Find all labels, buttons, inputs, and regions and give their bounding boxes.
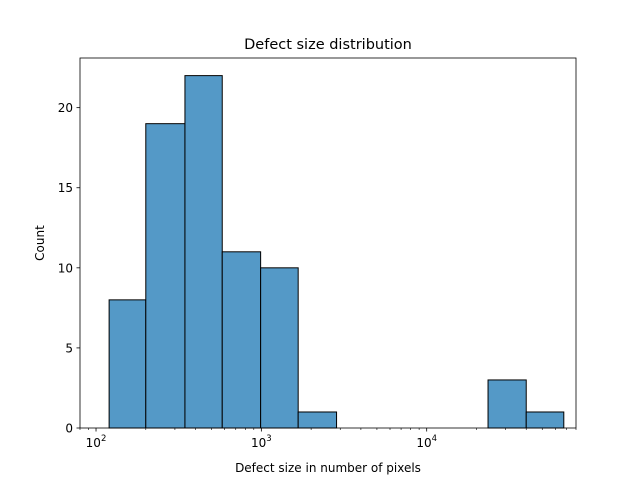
histogram-bar — [184, 75, 223, 429]
histogram-bar — [487, 379, 527, 429]
x-tick-label: 104 — [416, 434, 437, 450]
histogram-bar — [108, 299, 147, 429]
histogram-bar — [221, 251, 262, 429]
x-tick-label: 103 — [251, 434, 272, 450]
y-tick-label: 10 — [58, 261, 73, 275]
x-axis-label: Defect size in number of pixels — [235, 461, 421, 475]
y-axis-label: Count — [33, 225, 47, 261]
histogram-bars — [108, 75, 565, 429]
x-axis-ticks: 102 103 104 — [79, 428, 577, 450]
x-tick-label: 102 — [86, 434, 107, 450]
plot-frame — [79, 57, 577, 429]
histogram-bar — [260, 267, 299, 429]
y-axis-ticks: 0 5 10 15 20 — [58, 101, 80, 436]
histogram-bar — [297, 411, 338, 429]
chart-title: Defect size distribution — [244, 37, 412, 53]
y-tick-label: 5 — [65, 341, 73, 355]
y-tick-label: 20 — [58, 101, 73, 115]
y-tick-label: 0 — [65, 422, 73, 436]
y-tick-label: 15 — [58, 181, 73, 195]
histogram-bar — [145, 123, 186, 429]
histogram-bar — [525, 411, 565, 429]
